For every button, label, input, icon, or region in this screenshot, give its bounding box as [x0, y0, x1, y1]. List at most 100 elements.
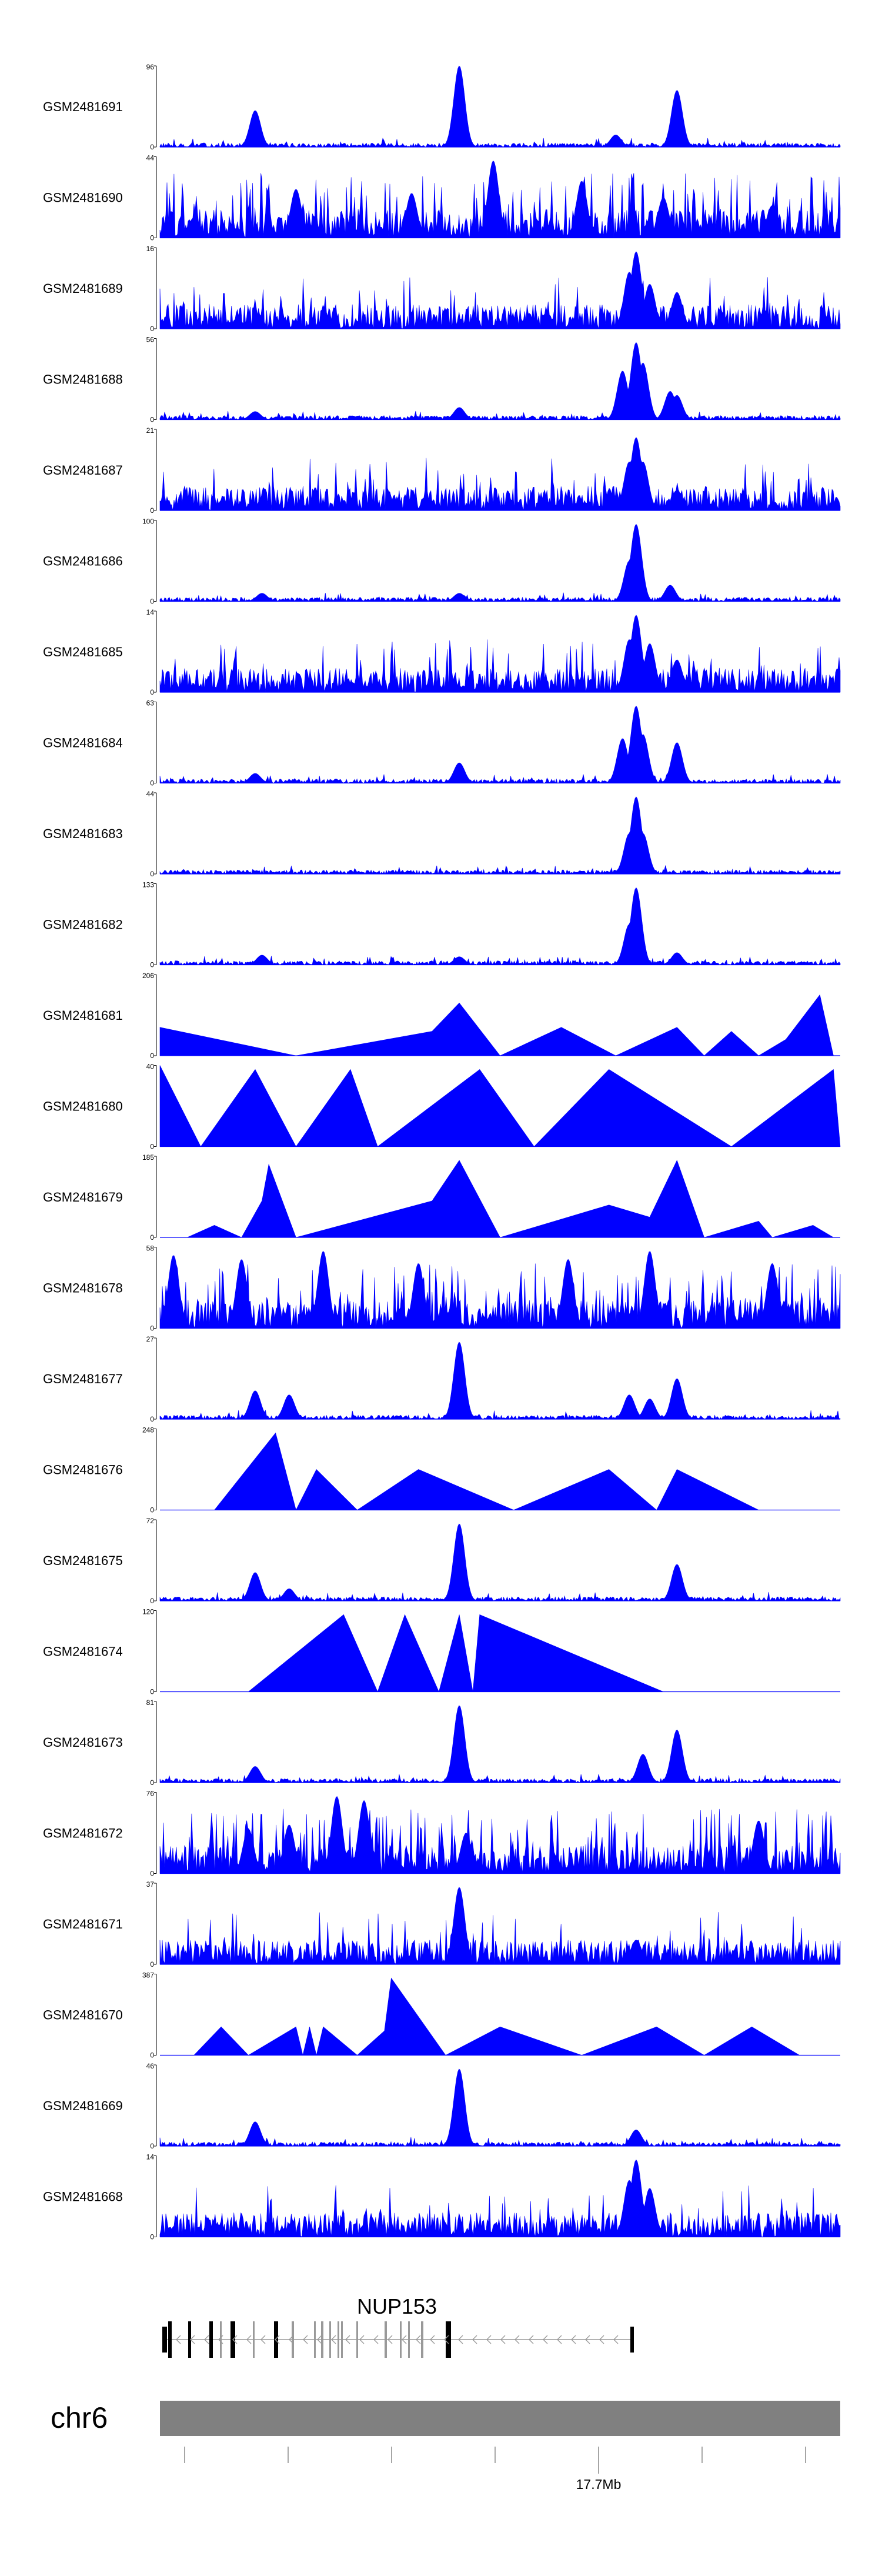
- y-tick-label-max: 16: [146, 245, 155, 253]
- signal-area: [159, 1887, 841, 1965]
- exon: [421, 2321, 423, 2358]
- y-tick-label-max: 100: [142, 518, 154, 526]
- strand-arrow: [514, 2335, 520, 2344]
- exon: [329, 2321, 331, 2358]
- signal-area: [159, 705, 841, 784]
- track-label: GSM2481685: [43, 645, 123, 659]
- strand-arrow: [599, 2335, 604, 2344]
- track-GSM2481676: GSM2481676 248 0: [43, 1426, 840, 1514]
- signal-area: [159, 796, 841, 875]
- chromosome-label: chr6: [51, 2401, 108, 2434]
- signal-area: [159, 1065, 841, 1147]
- track-GSM2481690: GSM2481690 44 0: [43, 154, 841, 242]
- strand-arrow: [289, 2335, 294, 2344]
- track-GSM2481668: GSM2481668 14 0: [43, 2153, 841, 2241]
- track-label: GSM2481675: [43, 1553, 123, 1568]
- track-GSM2481680: GSM2481680 40 0: [43, 1063, 841, 1151]
- gene-name: NUP153: [357, 2294, 437, 2318]
- signal-area: [160, 1160, 834, 1238]
- y-tick-label-min: 0: [150, 2233, 154, 2241]
- y-tick-label-min: 0: [150, 2051, 154, 2060]
- exon: [253, 2321, 255, 2358]
- track-label: GSM2481680: [43, 1099, 123, 1114]
- strand-arrow: [500, 2335, 506, 2344]
- signal-area: [159, 161, 841, 238]
- y-tick-label-max: 72: [146, 1517, 155, 1525]
- exon: [400, 2321, 402, 2358]
- y-tick-label-max: 63: [146, 699, 155, 708]
- y-tick-label-max: 46: [146, 2062, 155, 2070]
- exon: [321, 2321, 323, 2358]
- y-tick-label-min: 0: [150, 234, 154, 242]
- track-label: GSM2481686: [43, 554, 123, 569]
- y-tick-label-max: 248: [142, 1426, 154, 1434]
- track-GSM2481684: GSM2481684 63 0: [43, 699, 841, 788]
- y-tick-label-min: 0: [150, 2142, 154, 2150]
- y-tick-label-max: 21: [146, 426, 155, 435]
- track-label: GSM2481671: [43, 1917, 123, 1931]
- strand-arrow: [246, 2335, 252, 2344]
- strand-arrow: [613, 2335, 619, 2344]
- strand-arrow: [176, 2335, 181, 2344]
- strand-arrow: [190, 2335, 195, 2344]
- strand-arrow: [204, 2335, 209, 2344]
- exon: [188, 2321, 191, 2358]
- track-GSM2481677: GSM2481677 27 0: [43, 1335, 841, 1423]
- exon: [356, 2321, 358, 2358]
- signal-area: [159, 1705, 841, 1783]
- signal-area: [159, 523, 841, 602]
- track-label: GSM2481681: [43, 1008, 123, 1023]
- track-label: GSM2481691: [43, 99, 123, 114]
- signal-area: [160, 1977, 800, 2056]
- y-tick-label-max: 44: [146, 154, 155, 162]
- strand-arrow: [571, 2335, 576, 2344]
- exon: [385, 2321, 387, 2358]
- exon: [162, 2327, 167, 2353]
- y-tick-label-min: 0: [150, 1415, 154, 1423]
- y-tick-label-min: 0: [150, 506, 154, 515]
- y-tick-label-max: 81: [146, 1699, 155, 1707]
- signal-area: [159, 251, 841, 329]
- signal-area: [160, 1432, 759, 1511]
- track-GSM2481682: GSM2481682 133 0: [43, 881, 841, 969]
- signal-area: [159, 994, 834, 1056]
- y-tick-label-min: 0: [150, 416, 154, 424]
- strand-arrow: [345, 2335, 350, 2344]
- y-tick-label-max: 120: [142, 1608, 154, 1616]
- exon: [292, 2321, 294, 2358]
- signal-area: [159, 65, 841, 148]
- y-tick-label-min: 0: [150, 1233, 154, 1242]
- y-tick-label-min: 0: [150, 961, 154, 969]
- y-tick-label-max: 76: [146, 1790, 155, 1798]
- strand-arrow: [430, 2335, 435, 2344]
- y-tick-label-max: 40: [146, 1063, 155, 1071]
- track-GSM2481670: GSM2481670 387 0: [43, 1971, 840, 2060]
- exon: [341, 2321, 343, 2358]
- track-label: GSM2481669: [43, 2098, 123, 2113]
- y-tick-label-max: 14: [146, 2153, 155, 2161]
- track-label: GSM2481679: [43, 1190, 123, 1204]
- track-label: GSM2481682: [43, 917, 123, 932]
- track-GSM2481678: GSM2481678 58 0: [43, 1244, 841, 1333]
- y-tick-label-min: 0: [150, 1052, 154, 1060]
- track-GSM2481686: GSM2481686 100 0: [43, 518, 841, 606]
- strand-arrow: [402, 2335, 407, 2344]
- signal-area: [159, 1251, 841, 1329]
- y-tick-label-min: 0: [150, 1324, 154, 1333]
- track-label: GSM2481688: [43, 372, 123, 387]
- strand-arrow: [472, 2335, 477, 2344]
- signal-area: [160, 1614, 664, 1693]
- signal-area: [159, 2068, 841, 2147]
- strand-arrow: [331, 2335, 336, 2344]
- y-tick-label-min: 0: [150, 688, 154, 696]
- track-GSM2481671: GSM2481671 37 0: [43, 1880, 841, 1968]
- strand-arrow: [387, 2335, 393, 2344]
- track-label: GSM2481678: [43, 1281, 123, 1296]
- strand-arrow: [529, 2335, 534, 2344]
- y-tick-label-min: 0: [150, 870, 154, 878]
- track-GSM2481685: GSM2481685 14 0: [43, 608, 841, 696]
- y-tick-label-max: 96: [146, 63, 155, 71]
- track-GSM2481687: GSM2481687 21 0: [43, 426, 841, 515]
- track-label: GSM2481689: [43, 281, 123, 296]
- signal-area: [159, 887, 841, 966]
